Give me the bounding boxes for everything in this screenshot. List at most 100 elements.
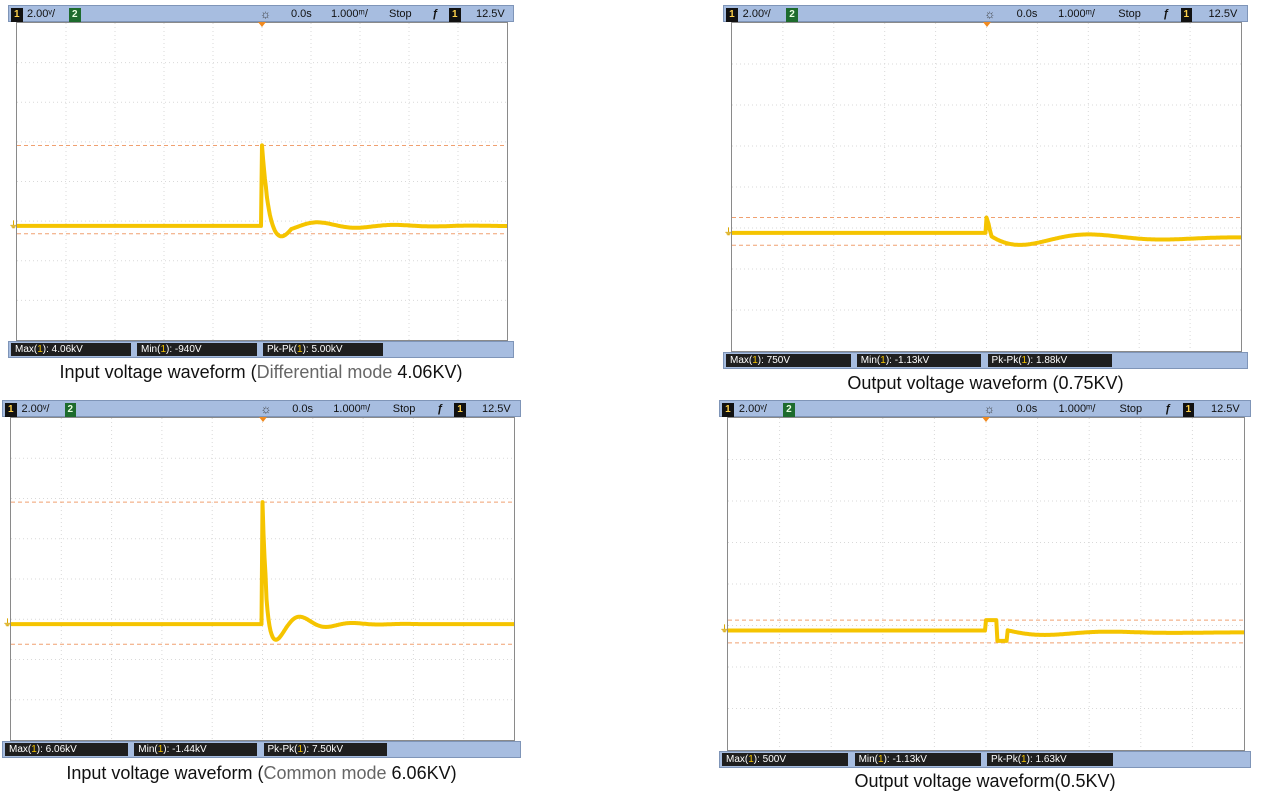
max-label: Max( bbox=[730, 355, 753, 366]
max-measurement: Max(1): 500V bbox=[722, 753, 849, 766]
vertical-scale: 2.00ᵛ/ bbox=[738, 403, 767, 415]
trigger-position-marker bbox=[982, 417, 990, 422]
vertical-scale: 2.00ᵛ/ bbox=[27, 8, 55, 20]
channel1-indicator: 1 bbox=[722, 403, 734, 417]
max-value: ): 6.06kV bbox=[36, 744, 77, 755]
pkpk-value: ): 7.50kV bbox=[303, 744, 344, 755]
pkpk-measurement: Pk-Pk(1): 7.50kV bbox=[263, 743, 387, 756]
channel1-indicator: 1 bbox=[5, 403, 17, 417]
min-measurement: Min(1): -1.44kV bbox=[134, 743, 258, 756]
pkpk-value: ): 1.63kV bbox=[1026, 754, 1067, 765]
trigger-channel-indicator: 1 bbox=[1182, 403, 1195, 417]
min-label: Min( bbox=[860, 355, 881, 366]
max-value: ): 750V bbox=[757, 355, 791, 366]
pkpk-measurement: Pk-Pk(1): 5.00kV bbox=[263, 343, 383, 356]
trigger-level: 12.5V bbox=[1210, 403, 1240, 415]
panel-caption: Output voltage waveform(0.5KV) bbox=[719, 771, 1251, 792]
time-delay: 0.0s bbox=[1016, 403, 1038, 415]
run-state: Stop bbox=[389, 8, 412, 20]
max-measurement: Max(1): 6.06kV bbox=[5, 743, 129, 756]
measurement-bar: Max(1): 4.06kV Min(1): -940V Pk-Pk(1): 5… bbox=[8, 341, 514, 358]
measurement-bar: Max(1): 500V Min(1): -1.13kV Pk-Pk(1): 1… bbox=[719, 751, 1251, 768]
waveform-plot bbox=[11, 418, 514, 740]
ground-reference-marker: ⏚ bbox=[724, 226, 734, 237]
caption-text: Input voltage waveform ( bbox=[59, 362, 257, 382]
min-measurement: Min(1): -1.13kV bbox=[854, 753, 981, 766]
timebase: 1.000ᵐ/ bbox=[331, 8, 368, 20]
min-value: ): -1.13kV bbox=[885, 355, 930, 366]
channel2-indicator: 2 bbox=[64, 403, 77, 417]
trigger-edge-icon: ƒ bbox=[1164, 403, 1171, 415]
min-channel: 1 bbox=[878, 754, 884, 765]
intensity-icon: ☼ bbox=[984, 7, 996, 21]
channel1-trace bbox=[732, 215, 1241, 247]
trigger-edge-icon: ƒ bbox=[432, 8, 439, 20]
time-delay: 0.0s bbox=[292, 403, 314, 415]
intensity-icon: ☼ bbox=[983, 402, 995, 416]
pkpk-label: Pk-Pk( bbox=[267, 344, 297, 355]
panel-caption: Output voltage waveform (0.75KV) bbox=[723, 373, 1248, 394]
min-channel: 1 bbox=[160, 344, 167, 355]
channel1-trace bbox=[728, 618, 1244, 643]
vertical-scale: 2.00ᵛ/ bbox=[21, 403, 50, 415]
vertical-scale: 2.00ᵛ/ bbox=[742, 8, 771, 20]
run-state: Stop bbox=[1119, 403, 1143, 415]
scope-status-bar: 1 2.00ᵛ/ 2 ☼ 0.0s 1.000ᵐ/ Stop ƒ 1 12.5V bbox=[719, 400, 1251, 417]
min-value: ): -1.44kV bbox=[163, 744, 207, 755]
time-delay: 0.0s bbox=[1016, 8, 1038, 20]
min-value: ): -940V bbox=[166, 344, 202, 355]
trigger-level: 12.5V bbox=[481, 403, 511, 415]
scope-panel: 1 2.00ᵛ/ 2 ☼ 0.0s 1.000ᵐ/ Stop ƒ 1 12.5V… bbox=[723, 5, 1248, 369]
caption-mode: Differential mode bbox=[256, 362, 393, 382]
max-label: Max( bbox=[726, 754, 749, 765]
pkpk-channel: 1 bbox=[297, 344, 303, 355]
max-label: Max( bbox=[15, 344, 38, 355]
max-measurement: Max(1): 4.06kV bbox=[11, 343, 131, 356]
min-value: ): -1.13kV bbox=[883, 754, 927, 765]
pkpk-channel: 1 bbox=[1021, 754, 1027, 765]
pkpk-channel: 1 bbox=[1021, 355, 1028, 366]
channel1-indicator: 1 bbox=[726, 8, 738, 22]
time-delay: 0.0s bbox=[291, 8, 312, 20]
max-channel: 1 bbox=[31, 744, 37, 755]
timebase: 1.000ᵐ/ bbox=[1058, 403, 1096, 415]
caption-mode: Common mode bbox=[263, 763, 387, 783]
pkpk-measurement: Pk-Pk(1): 1.63kV bbox=[987, 753, 1114, 766]
intensity-icon: ☼ bbox=[260, 7, 271, 21]
channel1-trace bbox=[17, 143, 507, 239]
measurement-bar: Max(1): 750V Min(1): -1.13kV Pk-Pk(1): 1… bbox=[723, 352, 1248, 369]
trigger-position-marker bbox=[982, 22, 991, 27]
waveform-plot bbox=[17, 23, 507, 340]
ground-reference-marker: ⏚ bbox=[3, 618, 13, 629]
caption-value: 6.06KV) bbox=[386, 763, 457, 783]
caption-text: Output voltage waveform(0.5KV) bbox=[854, 771, 1116, 791]
pkpk-label: Pk-Pk( bbox=[991, 754, 1022, 765]
waveform-display: ⏚ bbox=[9, 22, 508, 341]
max-channel: 1 bbox=[752, 355, 758, 366]
channel1-indicator: 1 bbox=[11, 8, 23, 22]
pkpk-label: Pk-Pk( bbox=[267, 744, 298, 755]
pkpk-value: ): 5.00kV bbox=[302, 344, 343, 355]
ground-reference-marker: ⏚ bbox=[9, 219, 19, 230]
trigger-level: 12.5V bbox=[476, 8, 505, 20]
panel-caption: Input voltage waveform (Common mode 6.06… bbox=[2, 763, 521, 784]
scope-status-bar: 1 2.00ᵛ/ 2 ☼ 0.0s 1.000ᵐ/ Stop ƒ 1 12.5V bbox=[723, 5, 1248, 22]
trigger-channel-indicator: 1 bbox=[449, 8, 461, 22]
max-channel: 1 bbox=[748, 754, 754, 765]
scope-panel: 1 2.00ᵛ/ 2 ☼ 0.0s 1.000ᵐ/ Stop ƒ 1 12.5V… bbox=[8, 5, 514, 358]
channel2-indicator: 2 bbox=[786, 8, 798, 22]
min-channel: 1 bbox=[880, 355, 886, 366]
waveform-display: ⏚ bbox=[3, 417, 515, 741]
trigger-channel-indicator: 1 bbox=[1180, 8, 1193, 22]
caption-text: Input voltage waveform ( bbox=[66, 763, 264, 783]
caption-value: 4.06KV) bbox=[392, 362, 463, 382]
trigger-position-marker bbox=[258, 417, 267, 422]
trigger-level: 12.5V bbox=[1208, 8, 1238, 20]
timebase: 1.000ᵐ/ bbox=[1058, 8, 1095, 20]
pkpk-channel: 1 bbox=[297, 744, 304, 755]
ground-reference-marker: ⏚ bbox=[720, 624, 730, 635]
trigger-edge-icon: ƒ bbox=[436, 403, 443, 415]
intensity-icon: ☼ bbox=[260, 402, 272, 416]
waveform-display: ⏚ bbox=[724, 22, 1242, 352]
pkpk-measurement: Pk-Pk(1): 1.88kV bbox=[987, 354, 1113, 367]
